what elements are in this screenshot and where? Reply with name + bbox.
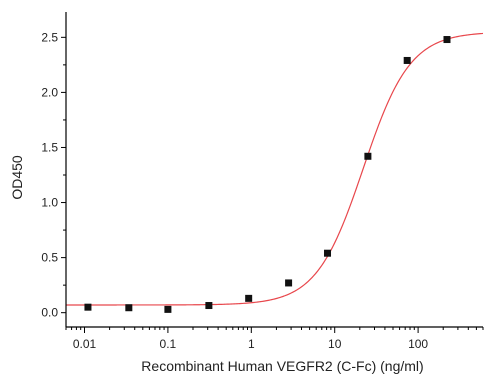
fit-curve bbox=[66, 32, 484, 306]
data-point bbox=[403, 56, 411, 64]
data-points bbox=[84, 36, 451, 313]
data-point bbox=[84, 303, 92, 311]
x-tick-label: 1 bbox=[248, 337, 255, 351]
data-point bbox=[245, 294, 253, 302]
data-point bbox=[364, 152, 372, 160]
x-tick-label: 0.01 bbox=[73, 337, 97, 351]
y-tick-label: 1.0 bbox=[41, 196, 58, 210]
y-tick-label: 0.0 bbox=[41, 306, 58, 320]
data-point bbox=[164, 305, 172, 313]
data-point bbox=[443, 36, 451, 44]
x-axis-label: Recombinant Human VEGFR2 (C-Fc) (ng/ml) bbox=[141, 358, 423, 374]
y-axis-ticks: 0.0 0.5 1.0 1.5 2.0 2.5 bbox=[41, 30, 66, 320]
data-point bbox=[324, 249, 332, 257]
x-tick-label: 100 bbox=[408, 337, 428, 351]
data-point bbox=[205, 302, 213, 310]
x-tick-label: 0.1 bbox=[160, 337, 177, 351]
data-point bbox=[125, 304, 133, 312]
y-tick-label: 1.5 bbox=[41, 140, 58, 154]
y-tick-label: 2.5 bbox=[41, 30, 58, 44]
x-axis-ticks: 0.01 0.1 1 10 100 bbox=[65, 327, 484, 351]
data-point bbox=[285, 279, 293, 287]
y-tick-label: 2.0 bbox=[41, 85, 58, 99]
y-axis-label: OD450 bbox=[9, 155, 25, 200]
x-tick-label: 10 bbox=[328, 337, 342, 351]
y-tick-label: 0.5 bbox=[41, 251, 58, 265]
